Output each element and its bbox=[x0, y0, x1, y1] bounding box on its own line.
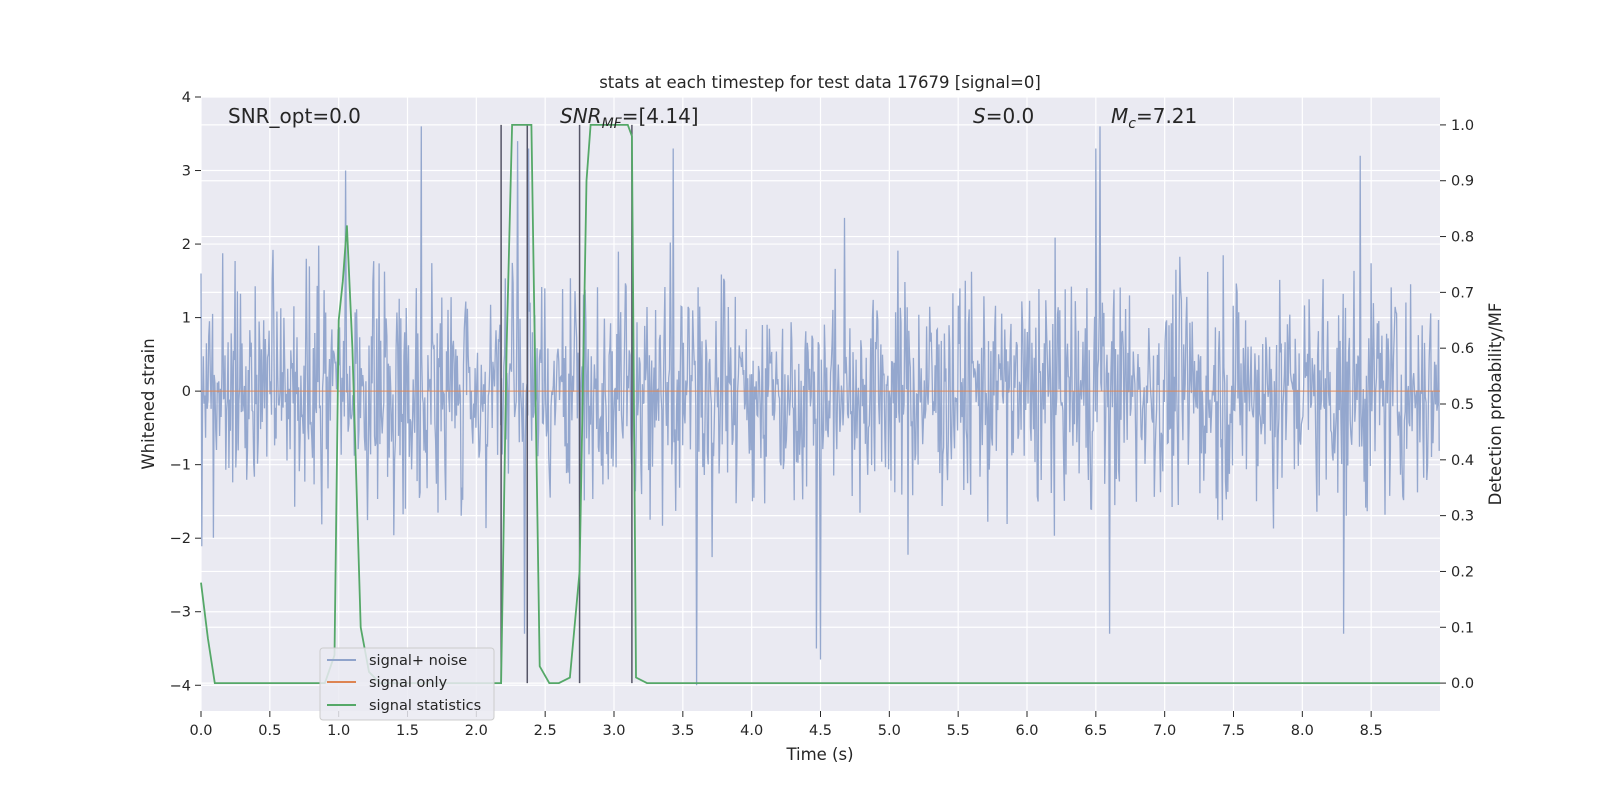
y-right-tick-label: 1.0 bbox=[1451, 118, 1474, 134]
legend: signal+ noise signal only signal statist… bbox=[319, 647, 495, 721]
y-left-tick-label: −3 bbox=[170, 605, 191, 621]
y-axis-label-right: Detection probability/MF bbox=[1486, 303, 1505, 506]
y-right-tick-label: 0.8 bbox=[1451, 230, 1474, 246]
y-left-tick-label: −4 bbox=[170, 678, 191, 694]
y-left-tick-labels: 4 3 2 1 0 −1 −2 −3 −4 bbox=[170, 90, 201, 694]
snr-mf-annotation: SNRMF=[4.14] bbox=[560, 104, 699, 132]
legend-label-signal-noise: signal+ noise bbox=[369, 653, 467, 669]
vertical-marker-lines bbox=[500, 124, 633, 684]
mc-symbol: M bbox=[1111, 104, 1128, 128]
mc-subscript: c bbox=[1128, 116, 1136, 132]
x-tick-label: 3.5 bbox=[671, 723, 694, 739]
snr-opt-annotation: SNR_opt=0.0 bbox=[228, 104, 361, 128]
y-right-tick-label: 0.9 bbox=[1451, 174, 1474, 190]
chart-title: stats at each timestep for test data 176… bbox=[599, 73, 1041, 92]
legend-label-signal-only: signal only bbox=[369, 675, 448, 691]
x-tick-label: 5.5 bbox=[947, 723, 970, 739]
x-axis-label: Time (s) bbox=[785, 745, 853, 764]
y-right-tick-label: 0.4 bbox=[1451, 453, 1474, 469]
y-right-tick-labels: 1.0 0.9 0.8 0.7 0.6 0.5 0.4 0.3 0.2 0.1 0.0 bbox=[1440, 118, 1474, 692]
legend-box bbox=[319, 647, 495, 721]
x-tick-label: 8.5 bbox=[1360, 723, 1383, 739]
signal-noise-line bbox=[200, 126, 1440, 686]
x-tick-label: 2.5 bbox=[534, 723, 557, 739]
x-tick-label: 4.5 bbox=[809, 723, 832, 739]
x-tick-labels: 0.0 0.5 1.0 1.5 2.0 2.5 3.0 3.5 4.0 4.5 5.0 5.5 6.0 6… bbox=[189, 711, 1383, 739]
snr-mf-subscript: MF bbox=[602, 116, 623, 132]
y-right-tick-label: 0.7 bbox=[1451, 285, 1474, 301]
mc-value: =7.21 bbox=[1136, 104, 1197, 128]
x-tick-label: 2.0 bbox=[465, 723, 488, 739]
y-right-tick-label: 0.0 bbox=[1451, 676, 1474, 692]
signal-noise-series bbox=[200, 126, 1440, 686]
y-left-tick-label: 4 bbox=[182, 90, 191, 106]
signal-statistics-line bbox=[200, 124, 1440, 684]
s-value: =0.0 bbox=[986, 104, 1035, 128]
x-tick-label: 7.5 bbox=[1222, 723, 1245, 739]
signal-statistics-series bbox=[200, 124, 1440, 684]
y-right-tick-label: 0.2 bbox=[1451, 564, 1474, 580]
s-annotation: S=0.0 bbox=[973, 104, 1034, 128]
y-axis-label-left: Whitened strain bbox=[139, 338, 158, 469]
x-tick-label: 3.0 bbox=[602, 723, 625, 739]
x-tick-label: 1.5 bbox=[396, 723, 419, 739]
x-tick-label: 1.0 bbox=[327, 723, 350, 739]
x-tick-label: 6.5 bbox=[1084, 723, 1107, 739]
snr-mf-base: SNR bbox=[560, 104, 602, 128]
y-left-tick-label: 1 bbox=[182, 311, 191, 327]
y-left-tick-label: 0 bbox=[182, 384, 191, 400]
x-tick-label: 0.5 bbox=[258, 723, 281, 739]
y-left-tick-label: 3 bbox=[182, 164, 191, 180]
y-right-tick-label: 0.6 bbox=[1451, 341, 1474, 357]
x-tick-label: 4.0 bbox=[740, 723, 763, 739]
x-tick-label: 5.0 bbox=[878, 723, 901, 739]
y-right-tick-label: 0.1 bbox=[1451, 620, 1474, 636]
y-right-tick-label: 0.3 bbox=[1451, 509, 1474, 525]
x-tick-label: 7.0 bbox=[1153, 723, 1176, 739]
snr-mf-value: =[4.14] bbox=[622, 104, 699, 128]
s-symbol: S bbox=[973, 104, 986, 128]
y-left-tick-label: 2 bbox=[182, 237, 191, 253]
mc-annotation: Mc=7.21 bbox=[1111, 104, 1197, 132]
x-tick-label: 0.0 bbox=[189, 723, 212, 739]
x-tick-label: 8.0 bbox=[1291, 723, 1314, 739]
y-left-tick-label: −2 bbox=[170, 531, 191, 547]
y-right-tick-label: 0.5 bbox=[1451, 397, 1474, 413]
legend-label-signal-statistics: signal statistics bbox=[369, 698, 481, 714]
y-left-tick-label: −1 bbox=[170, 458, 191, 474]
x-tick-label: 6.0 bbox=[1015, 723, 1038, 739]
